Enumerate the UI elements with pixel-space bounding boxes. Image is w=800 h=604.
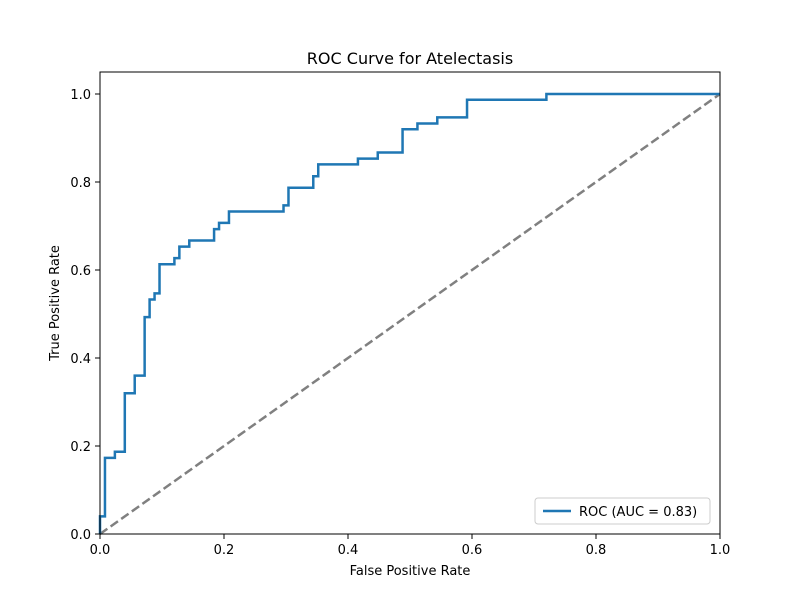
x-tick-label: 0.0	[90, 543, 111, 558]
chance-diagonal-line	[99, 92, 721, 536]
chart-title: ROC Curve for Atelectasis	[307, 49, 513, 68]
y-tick-label: 0.0	[70, 528, 91, 543]
x-tick-label: 0.2	[214, 543, 235, 558]
y-tick-label: 0.6	[70, 264, 91, 279]
axes-frame	[99, 71, 721, 535]
y-tick-label: 0.8	[70, 176, 91, 191]
x-tick-label: 0.6	[462, 543, 483, 558]
legend-box	[534, 497, 711, 525]
y-axis-label: True Positive Rate	[48, 245, 63, 362]
y-tick-label: 0.4	[70, 352, 91, 367]
legend: ROC (AUC = 0.83)	[534, 497, 711, 525]
x-tick-label: 0.8	[586, 543, 607, 558]
y-tick-label: 0.2	[70, 440, 91, 455]
x-tick-label: 1.0	[710, 543, 731, 558]
x-tick-label: 0.4	[338, 543, 359, 558]
roc-curve-line	[98, 92, 720, 534]
x-axis-label: False Positive Rate	[350, 564, 471, 579]
y-tick-label: 1.0	[70, 88, 91, 103]
legend-label: ROC (AUC = 0.83)	[579, 505, 697, 520]
plot-area: 0.0 0.2 0.4 0.6 0.8 1.0 0.0 0.2 0.4 0.6 0.8 1.0	[70, 71, 731, 558]
